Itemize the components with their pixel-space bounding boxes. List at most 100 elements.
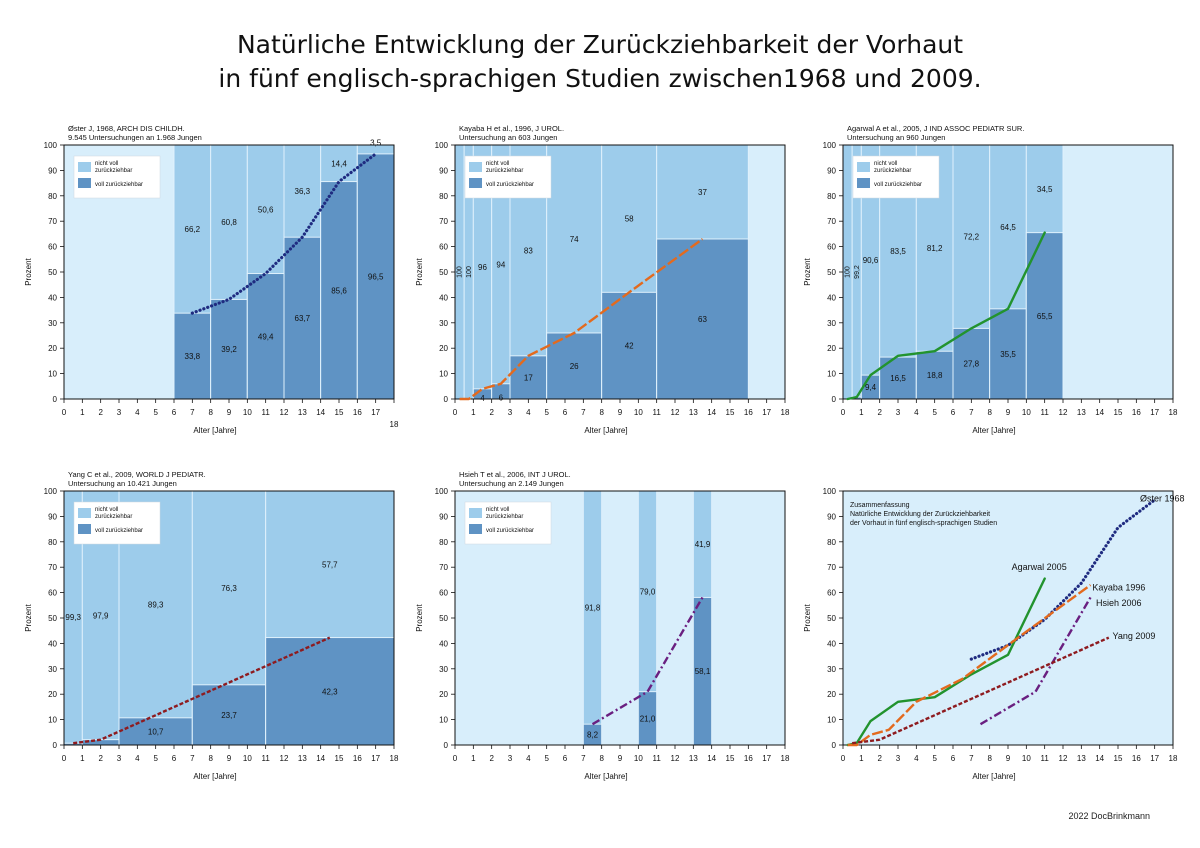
chart-source: Øster J, 1968, ARCH DIS CHILDH. (68, 124, 185, 133)
bar-label-nonretractable: 100 (845, 266, 852, 278)
x-axis-label: Alter [Jahre] (972, 426, 1015, 435)
legend-swatch-retractable (857, 178, 870, 188)
x-tick-label: 6 (951, 408, 956, 417)
legend-label-nonretractable-1: nicht voll (486, 507, 509, 513)
x-tick-label: 6 (172, 408, 177, 417)
x-tick-label: 16 (744, 754, 753, 763)
x-tick-label: 9 (618, 754, 623, 763)
x-tick-label: 6 (951, 754, 956, 763)
x-tick-label: 5 (544, 754, 549, 763)
y-tick-label: 10 (48, 370, 57, 379)
legend-swatch-retractable (469, 524, 482, 534)
x-tick-label: 15 (335, 754, 344, 763)
x-tick-label: 11 (262, 408, 271, 417)
y-tick-label: 20 (48, 344, 57, 353)
legend-label-nonretractable-1: nicht voll (95, 507, 118, 513)
bar-label-retractable: 65,5 (1037, 312, 1053, 321)
x-tick-label: 5 (932, 408, 937, 417)
x-tick-label: 13 (1077, 408, 1086, 417)
bar-label-nonretractable: 94 (496, 260, 505, 269)
x-tick-label: 17 (762, 408, 771, 417)
y-tick-label: 20 (439, 344, 448, 353)
legend-label-nonretractable-1: nicht voll (95, 161, 118, 167)
bar-label-retractable: 17 (524, 373, 533, 382)
x-tick-label: 0 (62, 754, 67, 763)
legend-label-nonretractable-2: zurückziehbar (95, 168, 132, 174)
x-tick-label: 18 (1169, 754, 1178, 763)
chart-agarwal: 100 99,290,69,483,516,581,218,872,227,864… (803, 124, 1178, 435)
chart-subtitle: Untersuchung an 2.149 Jungen (459, 479, 564, 488)
trend-line-agarwal (846, 231, 1046, 401)
bar-label-nonretractable: 74 (570, 235, 579, 244)
x-tick-label: 6 (563, 408, 568, 417)
x-tick-label: 10 (634, 408, 643, 417)
x-tick-label: 17 (371, 408, 380, 417)
x-tick-label: 1 (471, 408, 476, 417)
x-tick-label: 8 (599, 408, 604, 417)
legend-label-nonretractable-1: nicht voll (486, 161, 509, 167)
x-tick-label: 18 (1169, 408, 1178, 417)
x-tick-label: 4 (914, 754, 919, 763)
x-tick-label: 9 (227, 408, 232, 417)
x-tick-label: 15 (335, 408, 344, 417)
bar-label-retractable: 9,4 (865, 383, 877, 392)
bar-label-nonretractable: 76,3 (221, 584, 237, 593)
bar-label-retractable: 18,8 (927, 371, 943, 380)
bar-label-retractable: 4 (480, 394, 485, 403)
x-tick-label: 8 (987, 754, 992, 763)
bar-retractable (246, 273, 285, 400)
summary-line-hsieh (979, 596, 1092, 726)
y-tick-label: 60 (827, 243, 836, 252)
x-tick-label: 7 (969, 754, 974, 763)
x-tick-label: 15 (1114, 408, 1123, 417)
chart-source: Agarwal A et al., 2005, J IND ASSOC PEDI… (847, 124, 1024, 133)
y-tick-label: 40 (48, 293, 57, 302)
y-axis-label: Prozent (803, 257, 812, 285)
bar-retractable (118, 717, 193, 746)
summary-line-oster (969, 498, 1157, 661)
x-tick-label: 11 (653, 408, 662, 417)
x-axis-label: Alter [Jahre] (584, 426, 627, 435)
bar-label-nonretractable: 34,5 (1037, 185, 1053, 194)
x-axis-label: Alter [Jahre] (193, 426, 236, 435)
trend-line-hsieh (591, 596, 704, 726)
y-tick-label: 50 (827, 268, 836, 277)
y-tick-label: 0 (53, 395, 58, 404)
x-tick-label: 16 (744, 408, 753, 417)
bar-label-nonretractable: 14,4 (331, 159, 347, 168)
y-tick-label: 20 (827, 690, 836, 699)
x-tick-label: 12 (671, 408, 680, 417)
x-tick-label: 16 (353, 754, 362, 763)
x-tick-label: 18 (781, 408, 790, 417)
x-tick-label: 2 (489, 408, 494, 417)
x-tick-label: 12 (1059, 754, 1068, 763)
x-tick-label: 17 (1150, 754, 1159, 763)
x-tick-label: 2 (877, 408, 882, 417)
y-tick-label: 30 (48, 665, 57, 674)
x-tick-label: 18 (781, 754, 790, 763)
bar-label-nonretractable: 66,2 (185, 225, 201, 234)
legend-label-retractable: voll zurückziehbar (486, 528, 534, 534)
y-tick-label: 100 (435, 141, 449, 150)
x-tick-label: 7 (190, 408, 195, 417)
summary-line-agarwal (846, 577, 1046, 747)
legend-label-retractable: voll zurückziehbar (95, 528, 143, 534)
y-tick-label: 100 (435, 487, 449, 496)
x-tick-label: 17 (762, 754, 771, 763)
bar-label-retractable: 42 (625, 342, 634, 351)
x-tick-label: 7 (581, 754, 586, 763)
legend-swatch-retractable (78, 524, 91, 534)
summary-box-title: Zusammenfassung (850, 502, 910, 509)
bar-label-nonretractable: 3,5 (370, 138, 382, 147)
legend-swatch-retractable (78, 178, 91, 188)
bar-label-retractable: 26 (570, 362, 579, 371)
x-tick-label: 0 (841, 408, 846, 417)
bar-label-retractable: 63,7 (295, 314, 311, 323)
x-tick-label: 1 (80, 754, 85, 763)
x-tick-label: 0 (841, 754, 846, 763)
legend-label-nonretractable-1: nicht voll (874, 161, 897, 167)
bar-label-retractable: 63 (698, 315, 707, 324)
y-tick-label: 0 (832, 741, 837, 750)
x-tick-label: 2 (98, 754, 103, 763)
bar-label-nonretractable: 37 (698, 188, 707, 197)
